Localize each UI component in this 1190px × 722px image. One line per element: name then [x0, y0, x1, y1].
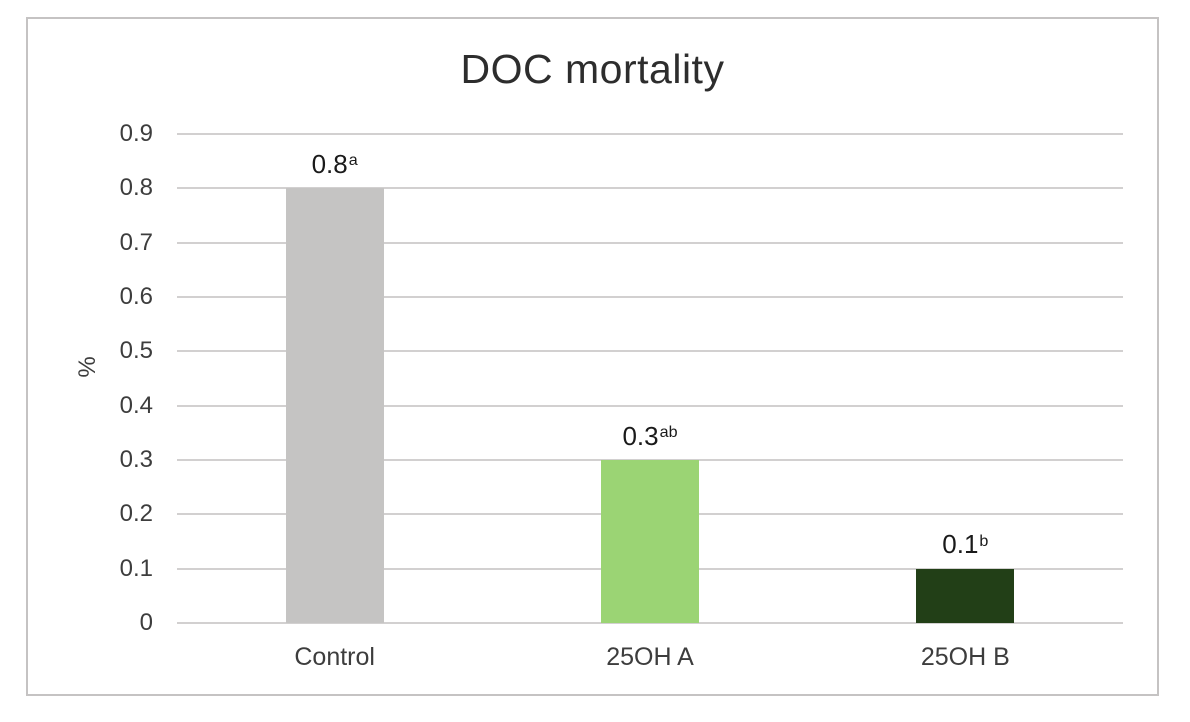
y-tick-label: 0.2	[119, 500, 153, 528]
plot-area: 0.8a 0.3ab 0.1b	[177, 133, 1123, 624]
bar-value-label: 0.1b	[865, 531, 1065, 558]
chart-title: DOC mortality	[460, 46, 725, 92]
bar-value-text: 0.3	[622, 420, 659, 451]
bar-value-text: 0.8	[311, 149, 348, 180]
x-category-label: Control	[294, 643, 375, 671]
gridline	[177, 458, 1123, 461]
gridline	[177, 133, 1123, 135]
y-tick-label: 0.9	[119, 120, 153, 147]
chart-frame: DOC mortality % 0.9 0.8 0.7 0.6 0.5 0.4 0.3 0.2…	[26, 17, 1159, 696]
y-tick-label: 0.8	[119, 174, 153, 202]
bar-value-label: 0.8a	[235, 149, 435, 180]
bar-value-superscript: b	[979, 531, 989, 550]
x-axis-labels: Control 25OH A 25OH B	[177, 643, 1123, 677]
bar-value-superscript: ab	[659, 422, 678, 441]
gridline	[177, 622, 1123, 624]
gridline	[177, 187, 1123, 190]
bar	[916, 568, 1015, 623]
gridline	[177, 295, 1123, 298]
y-tick-label: 0.1	[119, 554, 153, 582]
x-category-label: 25OH B	[920, 643, 1010, 671]
bar	[601, 460, 699, 623]
y-axis-ticks: 0.9 0.8 0.7 0.6 0.5 0.4 0.3 0.2 0.1 0	[28, 120, 153, 636]
y-tick-label: 0.6	[119, 283, 153, 310]
bar-value-label: 0.3ab	[550, 420, 750, 451]
gridline	[177, 404, 1123, 407]
bar-value-superscript: a	[348, 151, 358, 170]
y-tick-label: 0.5	[119, 337, 153, 365]
y-tick-label: 0	[139, 609, 153, 636]
bar	[285, 188, 384, 623]
y-tick-label: 0.7	[119, 228, 153, 256]
bar-value-text: 0.1	[942, 529, 979, 560]
y-tick-label: 0.4	[119, 391, 153, 419]
y-tick-label: 0.3	[119, 446, 153, 473]
gridline	[177, 241, 1123, 244]
x-category-label: 25OH A	[606, 643, 694, 671]
gridline	[177, 350, 1123, 353]
